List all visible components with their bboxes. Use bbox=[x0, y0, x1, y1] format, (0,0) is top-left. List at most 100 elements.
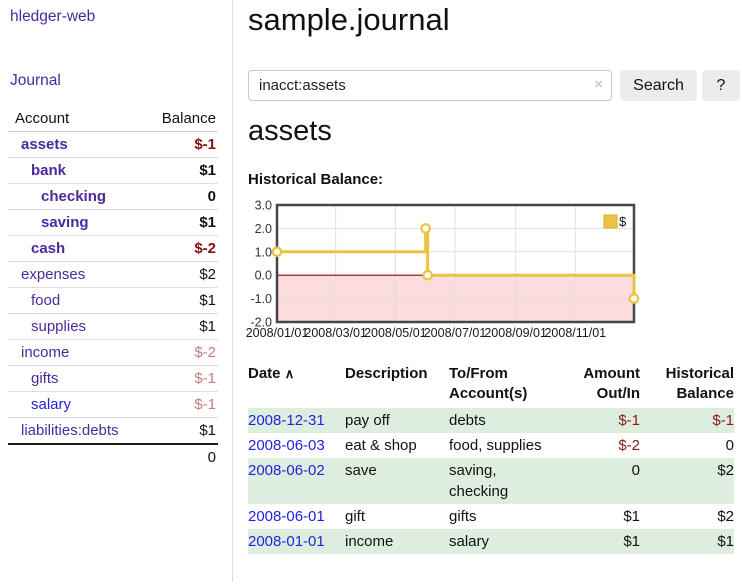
transaction-amount: $1 bbox=[623, 533, 640, 550]
svg-text:-2.0: -2.0 bbox=[250, 316, 272, 330]
transaction-row: 2008-06-03 eat & shop food, supplies $-2… bbox=[248, 433, 734, 458]
transaction-date-link[interactable]: 2008-01-01 bbox=[248, 533, 325, 550]
account-link[interactable]: food bbox=[31, 292, 61, 309]
transaction-row: 2008-12-31 pay off debts $-1 $-1 bbox=[248, 408, 734, 433]
account-link[interactable]: supplies bbox=[31, 318, 87, 335]
chart-section-label: Historical Balance: bbox=[248, 171, 384, 188]
transaction-accounts: saving, checking bbox=[449, 462, 509, 500]
svg-text:2008/09/01: 2008/09/01 bbox=[484, 326, 547, 340]
transaction-row: 2008-01-01 income salary $1 $1 bbox=[248, 529, 734, 554]
svg-text:2008/11/01: 2008/11/01 bbox=[544, 326, 606, 340]
svg-text:2008/05/01: 2008/05/01 bbox=[364, 326, 427, 340]
account-row: income $-2 bbox=[8, 340, 218, 366]
account-balance: $-1 bbox=[194, 370, 216, 387]
transaction-amount: $-1 bbox=[618, 412, 640, 429]
account-link[interactable]: assets bbox=[21, 136, 68, 153]
transaction-balance: $2 bbox=[717, 508, 734, 525]
account-row: cash $-2 bbox=[8, 236, 218, 262]
account-row: food $1 bbox=[8, 288, 218, 314]
clear-search-icon[interactable]: × bbox=[594, 76, 603, 93]
account-page-title: assets bbox=[248, 115, 332, 147]
account-link[interactable]: gifts bbox=[31, 370, 59, 387]
main-content: sample.journal × Search ? assets Histori… bbox=[246, 0, 742, 582]
accounts-total-row: 0 bbox=[8, 443, 218, 470]
transaction-amount: $-2 bbox=[618, 437, 640, 454]
account-link[interactable]: bank bbox=[31, 162, 67, 179]
search-button[interactable]: Search bbox=[620, 70, 697, 101]
register-header-description: Description bbox=[345, 365, 428, 382]
accounts-header-balance: Balance bbox=[141, 106, 218, 132]
transaction-description: pay off bbox=[345, 412, 390, 429]
transaction-amount: 0 bbox=[631, 462, 640, 479]
sidebar: hledger-web Journal Account Balance asse… bbox=[0, 0, 233, 582]
account-balance: $-2 bbox=[194, 344, 216, 361]
svg-text:-1.0: -1.0 bbox=[250, 292, 272, 306]
accounts-header-account: Account bbox=[8, 106, 142, 132]
search-bar: × Search ? bbox=[248, 70, 742, 101]
account-balance: $1 bbox=[199, 292, 216, 309]
svg-text:2008/07/01: 2008/07/01 bbox=[424, 326, 487, 340]
account-balance: $-1 bbox=[194, 396, 216, 413]
transaction-accounts: food, supplies bbox=[449, 437, 542, 454]
account-row: checking 0 bbox=[8, 184, 218, 210]
historical-balance-chart[interactable]: $3.0 2.0 1.0 0.0 -1.0 -2.0 2008/01/01 2008/03/0… bbox=[240, 198, 742, 344]
transaction-description: gift bbox=[345, 508, 366, 525]
transaction-balance: 0 bbox=[725, 437, 734, 454]
svg-text:2.0: 2.0 bbox=[255, 222, 272, 236]
register-header-amount: Amount Out/In bbox=[583, 365, 640, 402]
account-link[interactable]: saving bbox=[41, 214, 89, 231]
sort-ascending-icon[interactable]: ∧ bbox=[284, 366, 295, 381]
register-header-row: Date ∧ Description To/From Account(s) Am… bbox=[248, 362, 734, 408]
transaction-date-link[interactable]: 2008-12-31 bbox=[248, 412, 325, 429]
register-header-accounts: To/From Account(s) bbox=[449, 365, 528, 402]
account-balance: $1 bbox=[199, 162, 216, 179]
account-link[interactable]: cash bbox=[31, 240, 66, 257]
account-row: saving $1 bbox=[8, 210, 218, 236]
transaction-accounts: debts bbox=[449, 412, 486, 429]
transaction-row: 2008-06-01 gift gifts $1 $2 bbox=[248, 504, 734, 529]
account-row: salary $-1 bbox=[8, 392, 218, 418]
account-balance: $-1 bbox=[194, 136, 216, 153]
register-table: Date ∧ Description To/From Account(s) Am… bbox=[248, 362, 734, 554]
account-link[interactable]: expenses bbox=[21, 266, 86, 283]
account-row: liabilities:debts $1 bbox=[8, 418, 218, 444]
account-balance: $2 bbox=[199, 266, 216, 283]
account-row: gifts $-1 bbox=[8, 366, 218, 392]
page-title: sample.journal bbox=[248, 2, 450, 37]
svg-text:2008/01/01: 2008/01/01 bbox=[246, 326, 309, 340]
transaction-balance: $1 bbox=[717, 533, 734, 550]
transaction-row: 2008-06-02 save saving, checking 0 $2 bbox=[248, 458, 734, 504]
transaction-accounts: gifts bbox=[449, 508, 477, 525]
account-link[interactable]: income bbox=[21, 344, 70, 361]
transaction-description: save bbox=[345, 462, 377, 479]
account-row: assets $-1 bbox=[8, 132, 218, 158]
accounts-header-row: Account Balance bbox=[8, 106, 218, 132]
transaction-date-link[interactable]: 2008-06-01 bbox=[248, 508, 325, 525]
transaction-date-link[interactable]: 2008-06-03 bbox=[248, 437, 325, 454]
transaction-description: income bbox=[345, 533, 394, 550]
app-title-link[interactable]: hledger-web bbox=[10, 8, 96, 25]
account-balance: $1 bbox=[199, 422, 216, 439]
register-header-balance: Historical Balance bbox=[665, 365, 734, 402]
help-button[interactable]: ? bbox=[702, 70, 740, 101]
transaction-date-link[interactable]: 2008-06-02 bbox=[248, 462, 325, 479]
transaction-description: eat & shop bbox=[345, 437, 417, 454]
svg-text:2008/03/01: 2008/03/01 bbox=[304, 326, 367, 340]
account-row: bank $1 bbox=[8, 158, 218, 184]
account-link[interactable]: salary bbox=[31, 396, 72, 413]
register-header-date[interactable]: Date ∧ bbox=[248, 365, 295, 382]
account-row: supplies $1 bbox=[8, 314, 218, 340]
search-input[interactable] bbox=[248, 70, 612, 101]
transaction-amount: $1 bbox=[623, 508, 640, 525]
sidebar-item-journal[interactable]: Journal bbox=[10, 72, 61, 89]
svg-text:$: $ bbox=[619, 214, 627, 229]
svg-text:1.0: 1.0 bbox=[255, 245, 272, 259]
account-link[interactable]: liabilities:debts bbox=[21, 422, 119, 439]
account-row: expenses $2 bbox=[8, 262, 218, 288]
account-balance: $1 bbox=[199, 214, 216, 231]
transaction-accounts: salary bbox=[449, 533, 490, 550]
transaction-balance: $2 bbox=[717, 462, 734, 479]
account-balance: 0 bbox=[207, 188, 216, 205]
account-link[interactable]: checking bbox=[41, 188, 107, 205]
svg-text:0.0: 0.0 bbox=[255, 269, 272, 283]
